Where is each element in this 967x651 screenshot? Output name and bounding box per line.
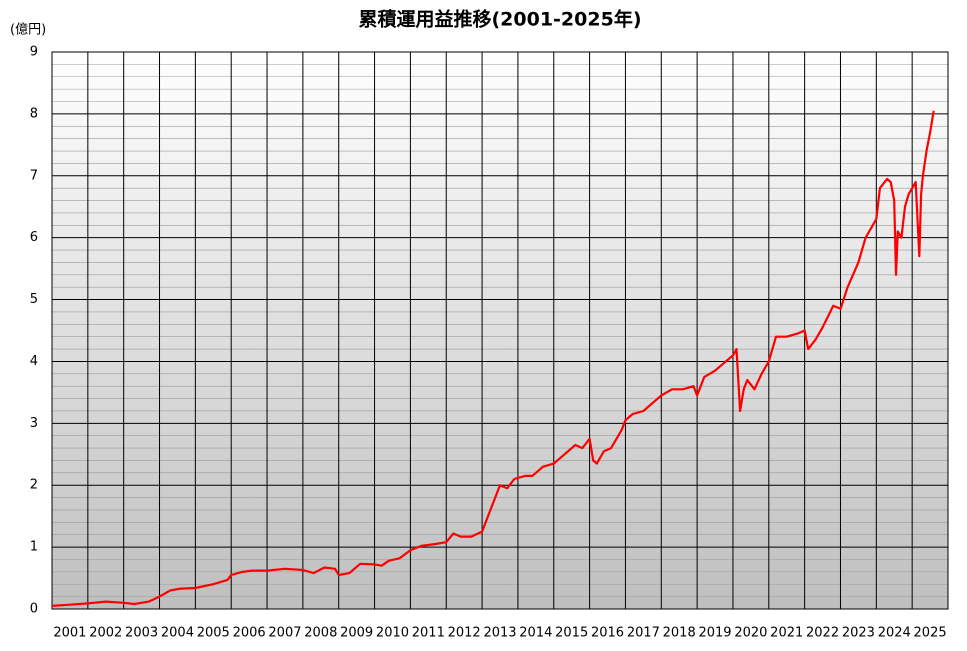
y-axis-label: (億円) bbox=[10, 22, 46, 38]
x-tick-label: 2002 bbox=[89, 626, 122, 641]
x-tick-label: 2011 bbox=[412, 626, 445, 641]
x-tick-label: 2006 bbox=[233, 626, 266, 641]
y-tick-label: 1 bbox=[30, 540, 38, 555]
x-tick-label: 2018 bbox=[663, 626, 696, 641]
x-tick-label: 2001 bbox=[53, 626, 86, 641]
y-tick-label: 6 bbox=[30, 230, 38, 245]
x-tick-label: 2015 bbox=[555, 626, 588, 641]
x-tick-label: 2008 bbox=[304, 626, 337, 641]
y-tick-label: 3 bbox=[30, 416, 38, 431]
data-line bbox=[51, 110, 935, 607]
x-tick-label: 2024 bbox=[878, 626, 911, 641]
x-tick-label: 2007 bbox=[268, 626, 301, 641]
y-tick-label: 9 bbox=[30, 45, 38, 60]
y-tick-label: 5 bbox=[30, 292, 38, 307]
x-tick-label: 2022 bbox=[806, 626, 839, 641]
x-tick-label: 2023 bbox=[842, 626, 875, 641]
y-tick-label: 8 bbox=[30, 106, 38, 121]
y-tick-label: 0 bbox=[30, 602, 38, 617]
x-tick-label: 2013 bbox=[483, 626, 516, 641]
y-tick-label: 7 bbox=[30, 168, 38, 183]
x-tick-label: 2003 bbox=[125, 626, 158, 641]
x-tick-label: 2005 bbox=[197, 626, 230, 641]
y-tick-label: 2 bbox=[30, 478, 38, 493]
y-tick-label: 4 bbox=[30, 354, 38, 369]
x-tick-label: 2010 bbox=[376, 626, 409, 641]
x-tick-label: 2017 bbox=[627, 626, 660, 641]
x-tick-label: 2009 bbox=[340, 626, 373, 641]
x-tick-label: 2021 bbox=[770, 626, 803, 641]
x-tick-label: 2014 bbox=[519, 626, 552, 641]
x-tick-label: 2012 bbox=[448, 626, 481, 641]
chart-title: 累積運用益推移(2001-2025年) bbox=[358, 8, 641, 31]
x-tick-label: 2004 bbox=[161, 626, 194, 641]
x-tick-label: 2016 bbox=[591, 626, 624, 641]
x-tick-label: 2025 bbox=[914, 626, 947, 641]
x-tick-label: 2019 bbox=[698, 626, 731, 641]
x-tick-label: 2020 bbox=[734, 626, 767, 641]
grid bbox=[51, 51, 949, 610]
plot-background bbox=[52, 52, 948, 609]
plot-border bbox=[51, 51, 949, 610]
